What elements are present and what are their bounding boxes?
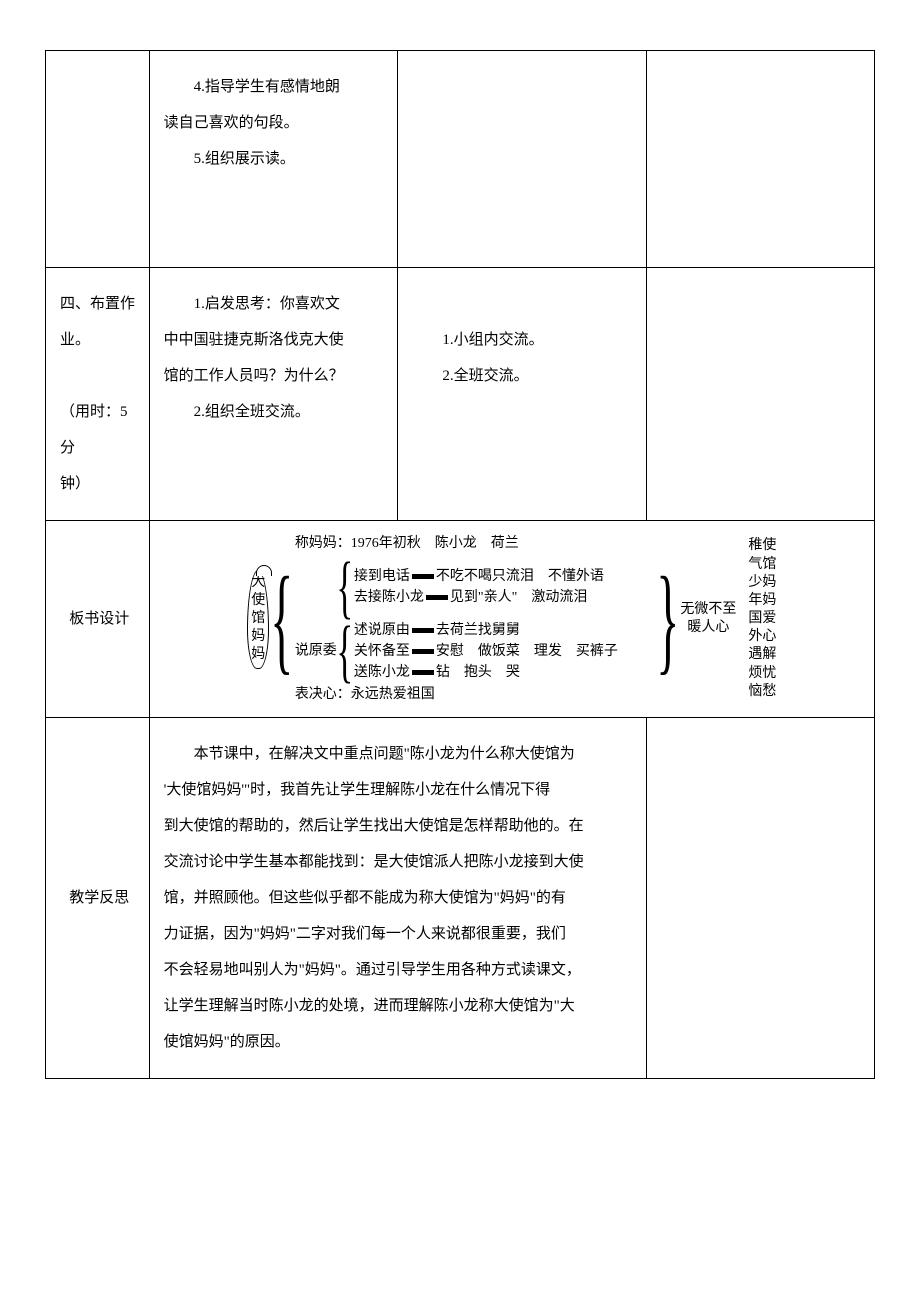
left-brace-icon: { [270, 565, 293, 673]
text-line: 1.小组内交流。 [412, 322, 636, 358]
text-line: 1.启发思考：你喜欢文 [164, 286, 388, 322]
text-line: 到大使馆的帮助的，然后让学生找出大使馆是怎样帮助他的。在 [164, 808, 636, 844]
text-line: 力证据，因为"妈妈"二字对我们每一个人来说都很重要，我们 [164, 916, 636, 952]
notes-cell [647, 51, 875, 268]
text-line: 中中国驻捷克斯洛伐克大使 [164, 322, 388, 358]
text-line: 钟） [60, 466, 139, 502]
table-row: 4.指导学生有感情地朗 读自己喜欢的句段。 5.组织展示读。 [46, 51, 875, 268]
text-line: 四、布置作业。 [60, 286, 139, 358]
text-line: 说原委 { 述说原由去荷兰找舅舅 关怀备至安慰 做饭菜 理发 买裤子 送陈小龙钻… [295, 620, 655, 683]
text-line: 本节课中，在解决文中重点问题"陈小龙为什么称大使馆为 [164, 736, 636, 772]
small-brace-icon: { [337, 556, 354, 619]
teacher-activity-cell: 1.启发思考：你喜欢文 中中国驻捷克斯洛伐克大使 馆的工作人员吗？为什么？ 2.… [149, 268, 398, 521]
student-activity-cell: 1.小组内交流。 2.全班交流。 [398, 268, 647, 521]
reflection-cell: 本节课中，在解决文中重点问题"陈小龙为什么称大使馆为 '大使馆妈妈'"时，我首先… [149, 718, 646, 1079]
text-line: 2.全班交流。 [412, 358, 636, 394]
text-line: 交流讨论中学生基本都能找到：是大使馆派人把陈小龙接到大使 [164, 844, 636, 880]
row-label-cell [46, 51, 150, 268]
right-brace-icon: } [656, 565, 679, 673]
lesson-plan-table: 4.指导学生有感情地朗 读自己喜欢的句段。 5.组织展示读。 四、布置作业。 （… [45, 50, 875, 1079]
text-line: （用时：5分 [60, 394, 139, 466]
student-activity-cell [398, 51, 647, 268]
bubble-label: 大 使 馆 妈 妈 [247, 570, 269, 669]
board-diagram: 大 使 馆 妈 妈 { 称妈妈：1976年初秋 陈小龙 荷兰 说原委 { 接到电… [156, 533, 868, 705]
text-line: 让学生理解当时陈小龙的处境，进而理解陈小龙称大使馆为"大 [164, 988, 636, 1024]
notes-cell [647, 268, 875, 521]
text-line: 读自己喜欢的句段。 [164, 105, 388, 141]
table-row: 四、布置作业。 （用时：5分 钟） 1.启发思考：你喜欢文 中中国驻捷克斯洛伐克… [46, 268, 875, 521]
summary-label: 无微不至 暖人心 [680, 601, 736, 637]
small-brace-icon: { [337, 620, 354, 683]
text-line: '大使馆妈妈'"时，我首先让学生理解陈小龙在什么情况下得 [164, 772, 636, 808]
table-row: 板书设计 大 使 馆 妈 妈 { 称妈妈：1976年初秋 陈小龙 荷兰 说原委 … [46, 521, 875, 718]
row-label-cell: 板书设计 [46, 521, 150, 718]
row-label-cell: 四、布置作业。 （用时：5分 钟） [46, 268, 150, 521]
text-line: 4.指导学生有感情地朗 [164, 69, 388, 105]
text-line: 说原委 { 接到电话不吃不喝只流泪 不懂外语 去接陈小龙见到"亲人" 激动流泪 [295, 556, 655, 619]
table-row: 教学反思 本节课中，在解决文中重点问题"陈小龙为什么称大使馆为 '大使馆妈妈'"… [46, 718, 875, 1079]
text-line: 馆的工作人员吗？为什么？ [164, 358, 388, 394]
teacher-activity-cell: 4.指导学生有感情地朗 读自己喜欢的句段。 5.组织展示读。 [149, 51, 398, 268]
text-line: 使馆妈妈"的原因。 [164, 1024, 636, 1060]
board-design-cell: 大 使 馆 妈 妈 { 称妈妈：1976年初秋 陈小龙 荷兰 说原委 { 接到电… [149, 521, 874, 718]
text-line: 5.组织展示读。 [164, 141, 388, 177]
row-label-cell: 教学反思 [46, 718, 150, 1079]
right-column-label: 稚使 气馆 少妈 年妈 国爱 外心 遇解 烦忧 恼愁 [748, 537, 776, 701]
notes-cell [647, 718, 875, 1079]
text-line: 馆，并照顾他。但这些似乎都不能成为称大使馆为"妈妈"的有 [164, 880, 636, 916]
text-line: 不会轻易地叫别人为"妈妈"。通过引导学生用各种方式读课文， [164, 952, 636, 988]
diagram-middle: 称妈妈：1976年初秋 陈小龙 荷兰 说原委 { 接到电话不吃不喝只流泪 不懂外… [295, 533, 655, 705]
text-line: 2.组织全班交流。 [164, 394, 388, 430]
